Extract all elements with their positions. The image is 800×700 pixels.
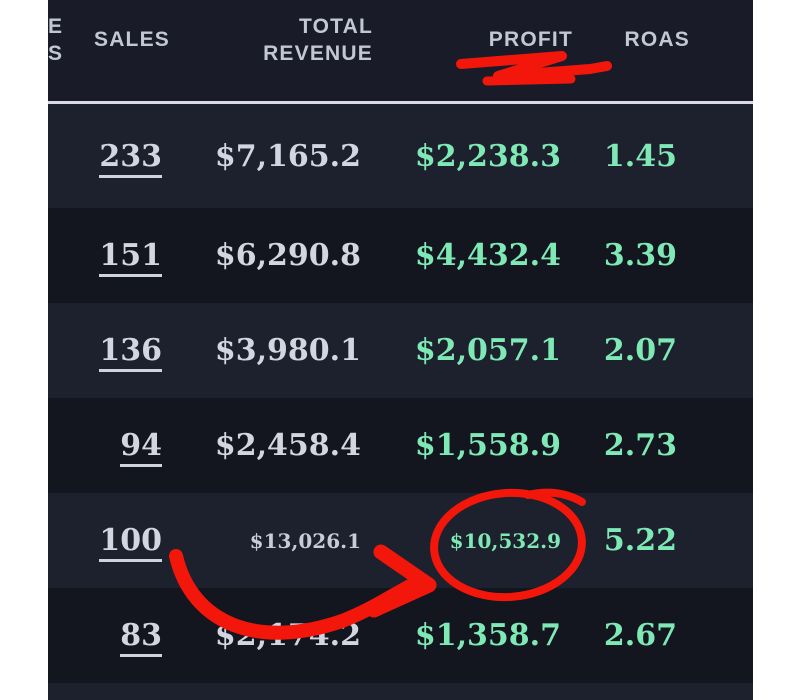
profit-value: $2,057.1 <box>414 333 561 368</box>
total-revenue-value: $2,174.2 <box>214 618 361 653</box>
roas-value: 3.39 <box>603 238 677 273</box>
roas-value: 2.07 <box>603 333 677 368</box>
table-row: 136 $3,980.1 $2,057.1 2.07 <box>48 303 753 398</box>
table-row: 151 $6,290.8 $4,432.4 3.39 <box>48 208 753 303</box>
total-revenue-value: $3,980.1 <box>214 333 361 368</box>
sales-cell: 94 <box>62 428 170 467</box>
table-row: 100 $13,026.1 $10,532.9 5.22 <box>48 493 753 588</box>
sales-count-link[interactable]: 233 <box>99 138 162 178</box>
total-revenue-value: $7,165.2 <box>214 138 361 174</box>
profit-value: $1,358.7 <box>414 618 561 653</box>
sales-count-link[interactable]: 100 <box>99 523 162 562</box>
sales-cell: 136 <box>62 333 170 372</box>
table-row: 94 $2,458.4 $1,558.9 2.73 <box>48 398 753 493</box>
column-header-roas: ROAS <box>624 28 690 51</box>
cut-header-fragment-line2: S <box>48 41 64 65</box>
cut-column-header: E S <box>48 13 62 89</box>
roas-value: 5.22 <box>603 523 677 558</box>
sales-cell: 233 <box>62 138 170 178</box>
profit-value: $4,432.4 <box>414 238 561 273</box>
sales-count-link[interactable]: 136 <box>99 333 162 372</box>
profit-value: $1,558.9 <box>414 428 561 463</box>
total-revenue-value: $13,026.1 <box>249 528 361 553</box>
sales-count-link[interactable]: 94 <box>120 428 162 467</box>
total-revenue-header-line1: TOTAL <box>298 14 373 38</box>
sales-cell: 151 <box>62 238 170 277</box>
table-row: 83 $2,174.2 $1,358.7 2.67 <box>48 588 753 683</box>
column-header-profit: PROFIT <box>488 28 573 51</box>
table-body: 233 $7,165.2 $2,238.3 1.45 151 $6,290.8 … <box>48 104 753 683</box>
table-row: 233 $7,165.2 $2,238.3 1.45 <box>48 104 753 208</box>
performance-table-panel: E S SALES TOTAL REVENUE PROFIT ROAS 233 … <box>48 0 753 700</box>
table-header: E S SALES TOTAL REVENUE PROFIT ROAS <box>48 0 753 101</box>
profit-value: $2,238.3 <box>414 138 561 174</box>
column-header-sales: SALES <box>93 28 170 51</box>
sales-cell: 100 <box>62 523 170 562</box>
header-separator-line <box>48 101 753 104</box>
total-revenue-value: $6,290.8 <box>214 238 361 273</box>
total-revenue-header-line2: REVENUE <box>263 41 373 65</box>
sales-cell: 83 <box>62 618 170 657</box>
roas-value: 2.67 <box>603 618 677 653</box>
roas-value: 1.45 <box>603 138 677 174</box>
cut-header-fragment-line1: E <box>48 14 64 38</box>
roas-value: 2.73 <box>603 428 677 463</box>
profit-value: $10,532.9 <box>449 528 561 553</box>
sales-count-link[interactable]: 151 <box>99 238 162 277</box>
partial-next-row <box>48 683 753 700</box>
sales-count-link[interactable]: 83 <box>120 618 162 657</box>
total-revenue-value: $2,458.4 <box>214 428 361 463</box>
column-header-total-revenue: TOTAL REVENUE <box>170 13 375 89</box>
